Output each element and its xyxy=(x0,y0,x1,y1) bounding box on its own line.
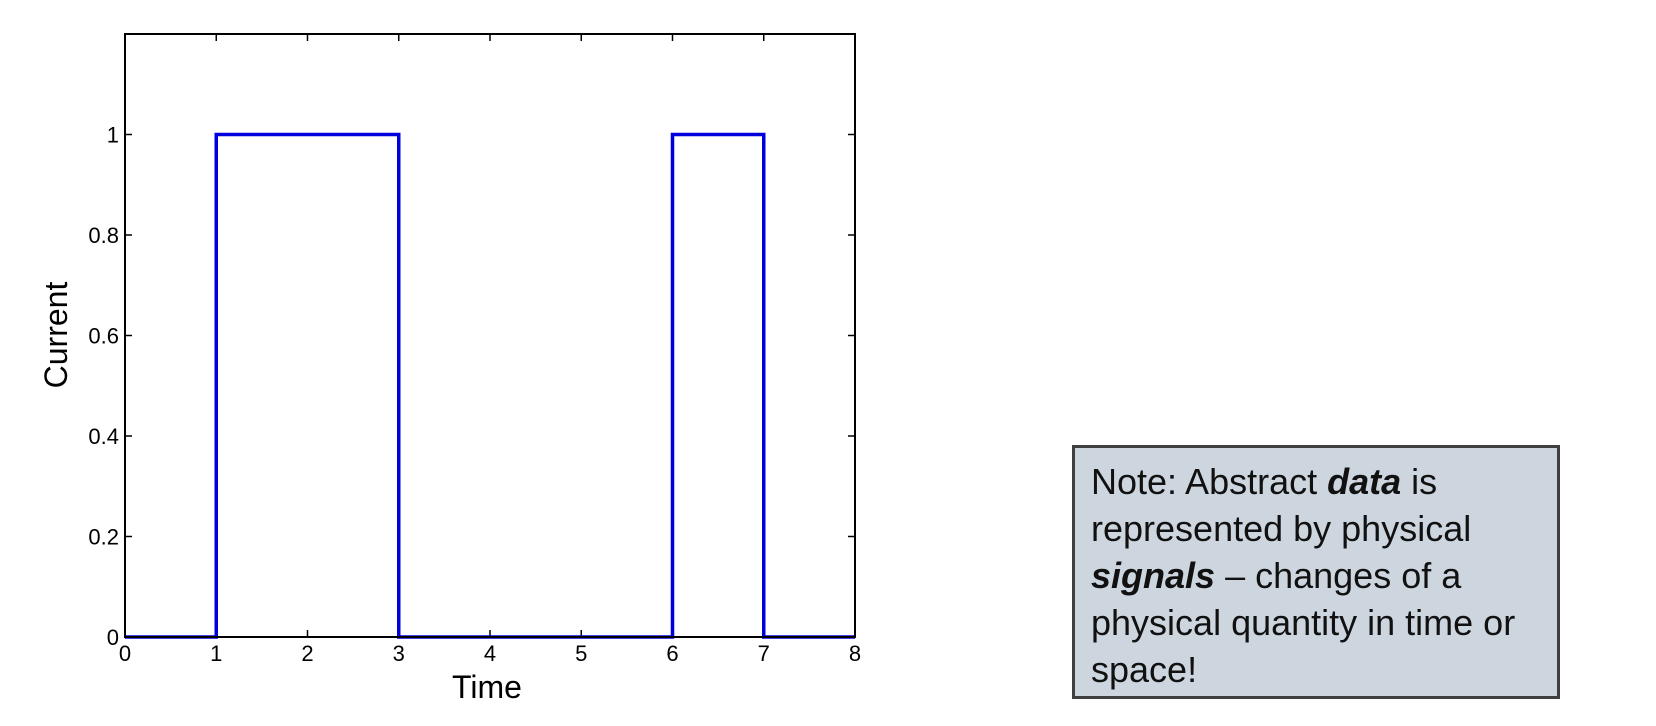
x-axis-label: Time xyxy=(452,669,522,705)
tick-labels-layer: 0 1 2 3 4 5 6 7 8 0 0.2 0.4 0.6 0.8 1 xyxy=(88,123,861,667)
x-tick-label: 7 xyxy=(758,641,770,666)
note-signals-word: signals xyxy=(1091,555,1216,596)
x-tick-label: 6 xyxy=(666,641,678,666)
note-box: Note: Abstract data is represented by ph… xyxy=(1072,445,1560,699)
y-tick-label: 1 xyxy=(107,123,119,148)
note-prefix: Note: Abstract xyxy=(1091,461,1328,502)
step-chart: 0 1 2 3 4 5 6 7 8 0 0.2 0.4 0.6 0.8 1 Time Current xyxy=(38,33,861,705)
y-tick-label: 0.6 xyxy=(88,324,119,349)
x-tick-label: 8 xyxy=(849,641,861,666)
x-tick-label: 4 xyxy=(484,641,496,666)
note-suffix: – changes of a physical quantity in time… xyxy=(1091,555,1516,690)
x-tick-label: 5 xyxy=(575,641,587,666)
y-tick-label: 0.2 xyxy=(88,525,119,550)
y-tick-label: 0.4 xyxy=(88,424,119,449)
x-tick-label: 2 xyxy=(301,641,313,666)
note-data-word: data xyxy=(1327,461,1402,502)
x-tick-label: 3 xyxy=(393,641,405,666)
plot-frame xyxy=(124,33,856,638)
y-tick-label: 0.8 xyxy=(88,223,119,248)
ticks-layer xyxy=(124,34,856,638)
x-tick-label: 0 xyxy=(119,641,131,666)
y-tick-label: 0 xyxy=(107,625,119,650)
signal-line xyxy=(125,132,855,639)
y-axis-label: Current xyxy=(38,282,74,389)
note-middle: is represented by physical xyxy=(1091,461,1472,549)
x-tick-label: 1 xyxy=(210,641,222,666)
